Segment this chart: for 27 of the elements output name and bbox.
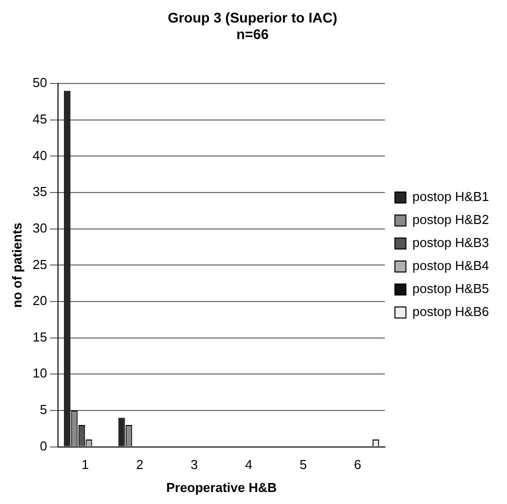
y-tick-label: 5 [40,402,48,418]
legend-label: postop H&B1 [412,189,490,204]
legend-label: postop H&B3 [412,235,490,250]
chart-title: Group 3 (Superior to IAC) [168,9,338,26]
y-tick-label: 15 [32,329,48,344]
x-axis-title: Preoperative H&B [166,480,277,495]
chart-subtitle: n=66 [236,26,269,42]
legend-label: postop H&B6 [412,304,490,320]
y-tick-label: 10 [32,366,48,381]
y-tick-label: 50 [32,75,48,90]
y-tick-label: 40 [32,148,48,163]
y-tick-label: 20 [32,293,48,308]
x-tick-label: 4 [245,457,252,472]
x-tick-label: 5 [300,457,307,472]
x-tick-label: 2 [136,457,144,472]
x-tick-label: 3 [190,457,198,472]
x-tick-label: 1 [82,457,89,472]
y-tick-label: 35 [32,184,48,200]
y-axis-title: no of patients [9,222,24,308]
y-tick-label: 25 [32,256,48,272]
legend-label: postop H&B4 [412,258,490,274]
y-tick-label: 0 [40,438,48,454]
legend-label: postop H&B5 [412,281,490,296]
x-tick-label: 6 [354,457,362,472]
legend-label: postop H&B2 [412,212,490,228]
y-tick-label: 45 [32,112,48,126]
y-tick-label: 30 [32,220,48,236]
